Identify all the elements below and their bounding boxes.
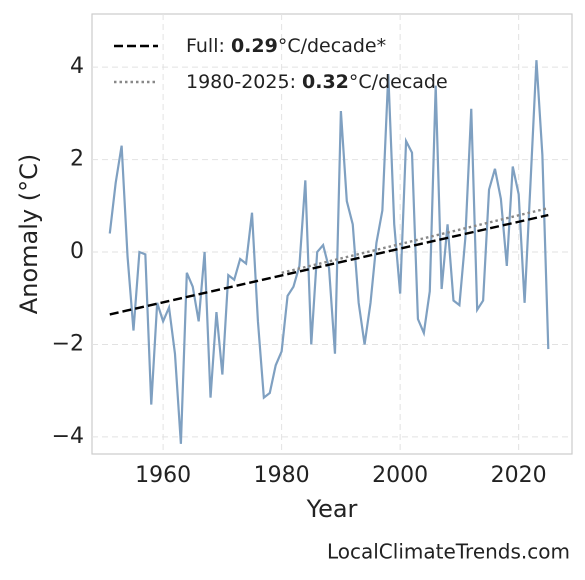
y-tick-label: 4 — [70, 54, 84, 79]
series-line — [281, 206, 549, 274]
legend-text: °C/decade — [349, 71, 448, 93]
series-line — [109, 213, 549, 316]
y-axis-label: Anomaly (°C) — [15, 154, 43, 314]
y-tick-label: −2 — [52, 331, 84, 356]
legend-text: 0.32 — [302, 71, 349, 93]
y-tick-label: 2 — [70, 147, 84, 172]
x-tick-label: 2000 — [372, 463, 428, 488]
credit: LocalClimateTrends.com — [327, 540, 570, 564]
x-tick-label: 1980 — [254, 463, 310, 488]
y-tick-label: 0 — [70, 239, 84, 264]
legend-text: °C/decade* — [278, 35, 386, 57]
legend-label: Full: 0.29°C/decade* — [186, 35, 386, 57]
legend-text: 0.29 — [231, 35, 278, 57]
legend-text: Full: — [186, 35, 231, 57]
legend-text: 1980-2025: — [186, 71, 302, 93]
legend-label: 1980-2025: 0.32°C/decade — [186, 71, 448, 93]
plot-frame — [91, 13, 573, 455]
x-tick-label: 2020 — [491, 463, 547, 488]
x-tick-label: 1960 — [135, 463, 191, 488]
series-line — [108, 60, 550, 444]
y-tick-label: −4 — [52, 424, 84, 449]
x-axis-label: Year — [306, 495, 358, 523]
